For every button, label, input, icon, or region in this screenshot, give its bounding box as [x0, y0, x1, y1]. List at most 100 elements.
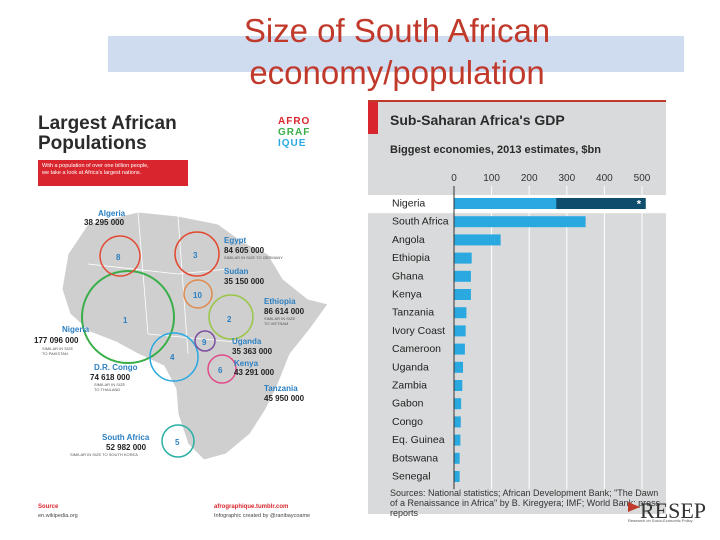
- bar-3: [454, 252, 472, 264]
- afrographique-logo: AFRO GRAF IQUE: [278, 116, 318, 149]
- infographic-subheading: With a population of over one billion pe…: [38, 160, 188, 186]
- note-ethiopia-2: TO VIETNAM: [264, 321, 288, 326]
- logo-line2: GRAF: [278, 127, 311, 138]
- circle-nigeria: [81, 270, 175, 364]
- circle-sudan: [183, 279, 213, 309]
- note-nigeria-1: SIMILAR IN SIZE: [42, 346, 73, 351]
- rank-kenya: 6: [218, 366, 223, 375]
- category-label-8: Cameroon: [392, 343, 441, 355]
- rank-southafrica: 5: [175, 438, 180, 447]
- gdp-chart-panel: Sub-Saharan Africa's GDP Biggest economi…: [368, 100, 666, 518]
- category-label-4: Ghana: [392, 270, 424, 282]
- circle-egypt: [174, 231, 220, 277]
- population-infographic: 1 2 3 4 5 6 8 9 10 Algeria 38 295 000 Eg…: [28, 104, 366, 526]
- x-tick-label-5: 500: [634, 173, 651, 184]
- label-uganda: Uganda: [232, 337, 262, 346]
- bar-14: [454, 452, 460, 464]
- category-label-6: Tanzania: [392, 307, 434, 319]
- bar-8: [454, 343, 465, 355]
- category-label-1: South Africa: [392, 216, 449, 228]
- title-band: [108, 36, 684, 72]
- note-egypt: SIMILAR IN SIZE TO GERMANY: [224, 255, 283, 260]
- label-tanzania: Tanzania: [264, 384, 298, 393]
- category-label-3: Ethiopia: [392, 252, 430, 264]
- chart-accent-bar: [368, 102, 378, 134]
- resep-logo-text: RESEP: [640, 498, 707, 523]
- infographic-subheading-line2: we take a look at Africa's largest natio…: [42, 170, 142, 176]
- circle-ethiopia: [208, 294, 254, 340]
- category-label-9: Uganda: [392, 361, 429, 373]
- category-label-14: Botswana: [392, 452, 438, 464]
- pop-egypt: 84 605 000: [224, 246, 265, 255]
- category-label-12: Congo: [392, 416, 423, 428]
- label-egypt: Egypt: [224, 236, 247, 245]
- circle-drcongo: [149, 332, 199, 382]
- infographic-source-text: en.wikipedia.org: [38, 513, 78, 519]
- label-nigeria: Nigeria: [62, 325, 90, 334]
- bar-15: [454, 471, 460, 482]
- bar-1: [454, 216, 586, 228]
- rank-nigeria: 1: [123, 316, 128, 325]
- note-ethiopia-1: SIMILAR IN SIZE: [264, 316, 295, 321]
- pop-tanzania: 45 950 000: [264, 394, 305, 403]
- bar-10: [454, 380, 463, 391]
- chart-source: Sources: National statistics; African De…: [390, 488, 661, 518]
- category-label-7: Ivory Coast: [392, 325, 445, 337]
- category-label-0: Nigeria: [392, 198, 425, 210]
- resep-tagline: Research on Socio-Economic Policy: [628, 518, 693, 523]
- pop-sudan: 35 150 000: [224, 277, 265, 286]
- slide-title-line2: economy/population: [249, 54, 545, 91]
- logo-line3: IQUE: [278, 138, 307, 149]
- bar-7: [454, 325, 466, 337]
- pop-kenya: 43 291 000: [234, 368, 275, 377]
- pop-drcongo: 74 618 000: [90, 373, 131, 382]
- category-label-2: Angola: [392, 234, 425, 246]
- slide-title-line1: Size of South African: [243, 12, 551, 49]
- bar-12: [454, 416, 461, 428]
- label-southafrica: South Africa: [102, 433, 150, 442]
- circle-algeria: [99, 235, 141, 277]
- infographic-credit-text: Infographic created by @ranibaycoame: [214, 513, 311, 519]
- pop-nigeria: 177 096 000: [34, 336, 79, 345]
- note-drcongo-2: TO THAILAND: [94, 387, 120, 392]
- note-southafrica: SIMILAR IN SIZE TO SOUTH KOREA: [70, 452, 138, 457]
- category-label-15: Senegal: [392, 471, 431, 483]
- africa-map: 1 2 3 4 5 6 8 9 10 Algeria 38 295 000 Eg…: [34, 209, 329, 461]
- category-label-5: Kenya: [392, 289, 422, 301]
- label-ethiopia: Ethiopia: [264, 297, 296, 306]
- pop-ethiopia: 86 614 000: [264, 307, 305, 316]
- x-tick-label-0: 0: [451, 173, 457, 184]
- rank-ethiopia: 2: [227, 315, 232, 324]
- pop-algeria: 38 295 000: [84, 218, 125, 227]
- resep-arrow-icon: [628, 502, 640, 512]
- chart-title: Sub-Saharan Africa's GDP: [390, 112, 565, 128]
- infographic-heading-line2: Populations: [38, 133, 147, 154]
- slide-title: Size of South African economy/population: [150, 10, 644, 94]
- infographic-source-label: Source: [38, 504, 59, 510]
- label-drcongo: D.R. Congo: [94, 363, 138, 372]
- bar-0: [454, 198, 557, 209]
- category-label-11: Gabon: [392, 398, 424, 410]
- x-tick-label-2: 200: [521, 173, 538, 184]
- infographic-heading-line1: Largest African: [38, 113, 177, 134]
- rank-drcongo: 4: [170, 353, 175, 362]
- x-tick-label-1: 100: [483, 173, 500, 184]
- chart-subtitle: Biggest economies, 2013 estimates, $bn: [390, 144, 601, 156]
- label-algeria: Algeria: [98, 209, 126, 218]
- bar-11: [454, 398, 462, 410]
- label-kenya: Kenya: [234, 359, 259, 368]
- bar-2: [454, 234, 501, 246]
- rebased-marker-0: *: [637, 199, 642, 211]
- bar-5: [454, 289, 471, 300]
- label-sudan: Sudan: [224, 267, 249, 276]
- rank-sudan: 10: [193, 291, 202, 300]
- bar-13: [454, 434, 461, 446]
- note-nigeria-2: TO PAKISTAN: [42, 351, 68, 356]
- infographic-credit-label: afrographique.tumblr.com: [214, 504, 289, 510]
- infographic-heading: Largest African Populations: [38, 114, 238, 154]
- rank-egypt: 3: [193, 251, 198, 260]
- bar-6: [454, 307, 467, 319]
- gdp-bar-chart: 0 100 200 300 400 500 Nigeria * South Africa Ango…: [368, 173, 666, 490]
- note-drcongo-1: SIMILAR IN SIZE: [94, 382, 125, 387]
- infographic-subheading-line1: With a population of over one billion pe…: [42, 163, 149, 169]
